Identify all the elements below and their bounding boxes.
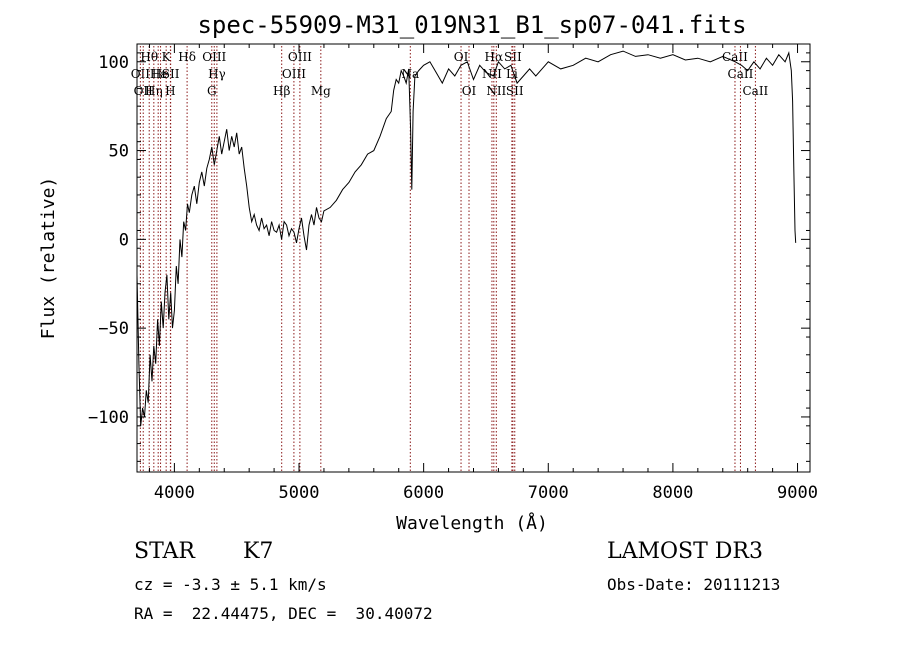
plot-frame [136,43,811,473]
line-label: Hε [150,67,167,81]
line-label: OIII [282,67,306,81]
line-label: OII [131,67,151,81]
line-label: NII [486,84,506,98]
line-label: He [152,67,170,81]
y-axis-label: Flux (relative) [38,177,59,340]
x-tick-label: 7000 [528,483,569,503]
line-label: Hη [145,84,163,98]
line-label: SII [504,50,522,64]
y-tick-label: 0 [119,230,129,250]
line-label: OI [454,50,469,64]
x-tick-label: 5000 [279,483,320,503]
x-tick-label: 9000 [777,483,818,503]
line-label: CaII [742,84,768,98]
line-label: NII [482,67,502,81]
x-tick-label: 8000 [652,483,693,503]
line-label: Li [506,67,518,81]
line-label: CaII [728,67,754,81]
x-axis-label: Wavelength (Å) [396,512,548,534]
line-label: K [162,50,172,64]
y-tick-label: 100 [98,53,129,73]
x-tick-label: 4000 [154,483,195,503]
line-label: Mg [311,84,331,98]
line-label: OI [462,84,477,98]
line-label: Hα [485,50,504,64]
line-label: Hβ [273,84,290,98]
line-label: SII [162,67,180,81]
line-label: Hγ [208,67,226,81]
obs-date: Obs-Date: 20111213 [607,575,781,594]
line-label: CaII [722,50,748,64]
chart-title: spec-55909-M31_019N31_B1_sp07-041.fits [197,11,746,39]
line-label: H [165,84,175,98]
line-label: OIII [288,50,312,64]
survey-name: LAMOST DR3 [607,539,763,564]
line-label: OIII [202,50,226,64]
object-subclass: K7 [243,539,274,564]
y-tick-label: −50 [98,319,129,339]
line-label: G [207,84,217,98]
line-label: SII [506,84,524,98]
x-axis: 4000 5000 6000 7000 8000 9000 [148,44,818,503]
object-class: STAR [134,539,195,564]
line-markers: OIIOIIHθHηHεHeKHSIIHδGOIIIHγHβOIIIOIIIMg… [131,46,769,472]
y-tick-label: −100 [88,408,129,428]
x-tick-label: 6000 [403,483,444,503]
spectrum-line [136,50,797,426]
coordinates: RA = 22.44475, DEC = 30.40072 [134,604,433,623]
y-axis: −100 −50 0 50 100 [88,52,810,462]
line-label: Hδ [178,50,196,64]
y-tick-label: 50 [109,142,129,162]
velocity-text: cz = -3.3 ± 5.1 km/s [134,575,327,594]
line-label: OII [134,84,154,98]
